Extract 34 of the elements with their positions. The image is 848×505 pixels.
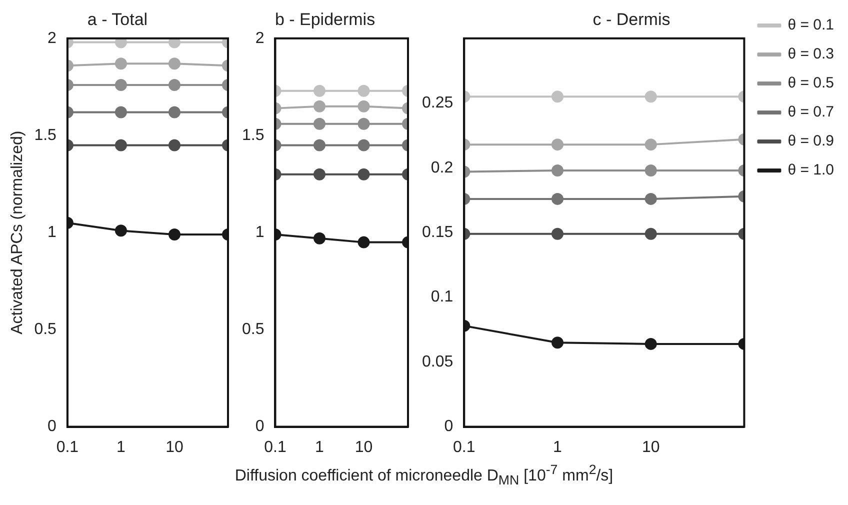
y-tick-label: 2 <box>255 30 264 47</box>
y-tick-label: 0.2 <box>430 159 454 176</box>
y-tick-label: 0.5 <box>34 321 57 338</box>
chart-title: a - Total <box>87 10 148 29</box>
x-tick-label: 1 <box>116 438 126 456</box>
chart-title: c - Dermis <box>592 10 670 29</box>
y-tick-label: 0.05 <box>422 353 454 370</box>
x-tick-label: 1 <box>553 438 562 456</box>
y-tick-label: 2 <box>48 30 57 47</box>
chart-title: b - Epidermis <box>274 10 376 29</box>
y-tick-label: 0 <box>444 418 454 436</box>
x-tick-label: 1 <box>315 438 324 456</box>
legend-label: θ = 0.5 <box>788 74 834 92</box>
y-tick-label: 0.25 <box>422 94 454 112</box>
legend-label: θ = 0.9 <box>788 132 834 150</box>
y-tick-label: 1 <box>255 224 264 242</box>
y-axis-title: Activated APCs (normalized) <box>9 130 26 334</box>
legend-label: θ = 1.0 <box>788 162 834 179</box>
x-axis-title: Diffusion coefficient of microneedle D$_{MN}$ [10$^{-7}$ mm$^{2}$/s] <box>234 462 614 488</box>
x-tick-label: 10 <box>642 438 660 456</box>
x-tick-label: 10 <box>166 438 184 456</box>
y-tick-label: 1.5 <box>242 126 264 144</box>
y-tick-label: 0.1 <box>430 288 454 306</box>
legend-label: θ = 0.7 <box>788 104 834 121</box>
y-tick-label: 0.15 <box>422 224 454 242</box>
x-tick-label: 10 <box>354 438 373 456</box>
y-tick-label: 0 <box>48 418 57 436</box>
y-tick-label: 1.5 <box>34 126 57 144</box>
y-tick-label: 0.5 <box>242 321 264 338</box>
legend-label: θ = 0.1 <box>788 16 834 34</box>
y-tick-label: 0 <box>255 418 264 436</box>
legend-label: θ = 0.3 <box>788 46 834 63</box>
x-tick-label: 0.1 <box>453 438 476 456</box>
y-tick-label: 1 <box>48 224 57 242</box>
